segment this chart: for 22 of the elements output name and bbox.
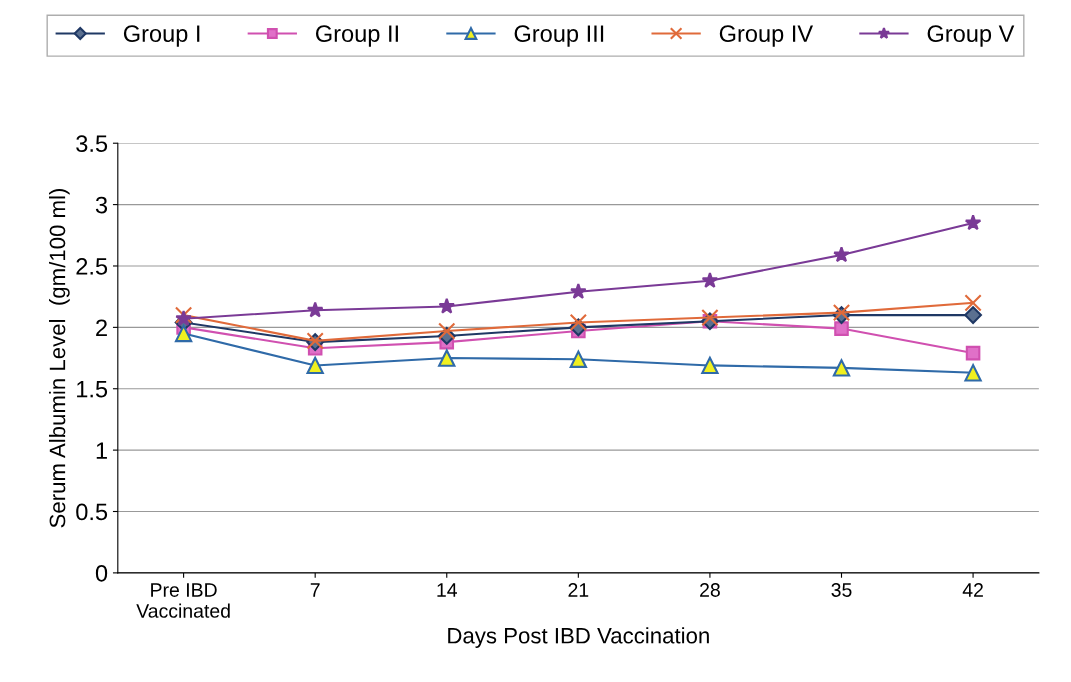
y-tick-label: 3.5 xyxy=(76,135,108,153)
x-axis-title: Days Post IBD Vaccination xyxy=(448,627,709,648)
y-tick-label: 0.5 xyxy=(76,503,108,521)
y-tick-label: 0 xyxy=(95,564,108,582)
y-tick-label: 2.5 xyxy=(76,258,108,275)
legend-label: Group III xyxy=(514,25,604,47)
y-axis-title: Serum Albumin Level (gm/100 ml) xyxy=(49,188,70,528)
y-tick-label: 1 xyxy=(96,442,107,459)
y-tick-label: 2 xyxy=(96,319,107,336)
legend-label: Group IV xyxy=(719,25,814,47)
x-tick-label: 28 xyxy=(700,583,720,597)
legend-label: Group V xyxy=(927,25,1015,47)
y-tick-label: 1.5 xyxy=(77,381,108,398)
x-tick-label: 7 xyxy=(310,583,320,597)
y-tick-label: 3 xyxy=(95,196,108,214)
x-tick-label: 42 xyxy=(962,583,983,597)
x-tick-label: 21 xyxy=(568,583,589,597)
x-tick-label: 14 xyxy=(437,583,458,597)
x-tick-label: Pre IBD Vaccinated xyxy=(136,583,230,618)
legend-label: Group I xyxy=(123,25,200,47)
legend-label: Group II xyxy=(316,25,398,47)
x-tick-label: 35 xyxy=(831,583,852,597)
